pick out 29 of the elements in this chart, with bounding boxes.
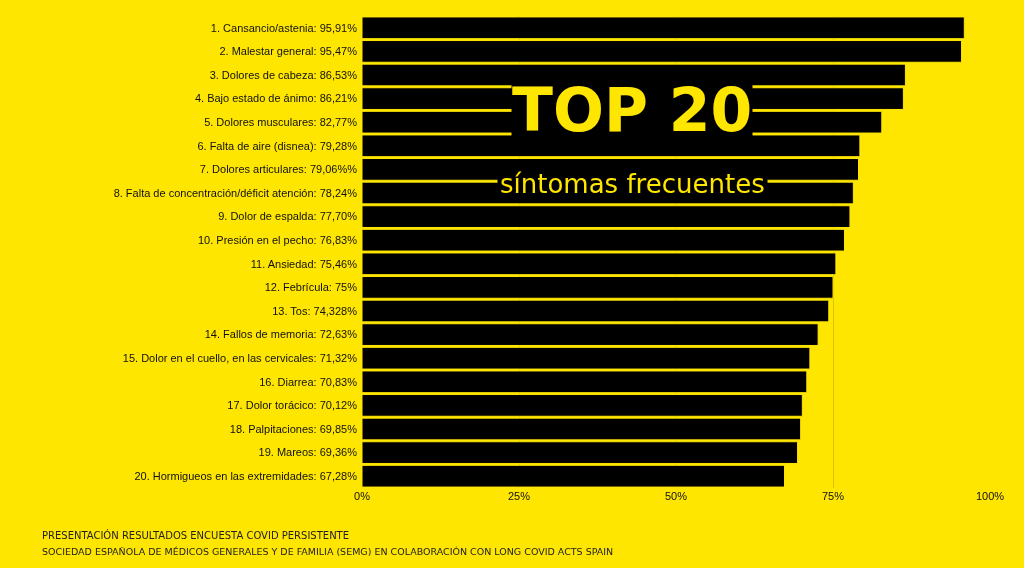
y-tick-label: 8. Falta de concentración/déficit atención: 78,24% <box>113 186 358 199</box>
y-tick-label: 9. Dolor de espalda: 77,70% <box>218 210 358 223</box>
text: SOCIEDAD ESPAÑOLA DE MÉDICOS GENERALES Y DE FAMILIA (SEMG) EN COLABORACIÓN CON LONG COVID ACTS SPAIN <box>42 546 614 557</box>
y-tick-label: 12. Febrícula: 75% <box>264 281 358 294</box>
text: TOP 20 <box>512 75 753 145</box>
y-tick-label: 14. Fallos de memoria: 72,63% <box>204 328 358 341</box>
y-tick-label: 17. Dolor torácico: 70,12% <box>227 399 358 412</box>
y-tick-label: 18. Palpitaciones: 69,85% <box>229 422 358 435</box>
text: síntomas frecuentes <box>500 169 765 199</box>
text: PRESENTACIÓN RESULTADOS ENCUESTA COVID PERSISTENTE <box>42 529 350 541</box>
x-tick-label: 100% <box>975 490 1005 502</box>
y-tick-label: 15. Dolor en el cuello, en las cervicales: 71,32% <box>122 352 358 365</box>
y-tick-label: 20. Hormigueos en las extremidades: 67,28% <box>134 470 358 483</box>
x-tick-label: 0% <box>354 490 371 502</box>
y-tick-label: 16. Diarrea: 70,83% <box>259 375 358 388</box>
y-tick-label: 10. Presión en el pecho: 76,83% <box>197 234 358 247</box>
y-tick-label: 19. Mareos: 69,36% <box>258 446 358 459</box>
y-tick-label: 3. Dolores de cabeza: 86,53% <box>209 68 358 81</box>
y-tick-label: 1. Cansancio/astenia: 95,91% <box>210 21 358 34</box>
y-tick-label: 6. Falta de aire (disnea): 79,28% <box>197 139 358 152</box>
y-tick-label: 4. Bajo estado de ánimo: 86,21% <box>194 92 358 105</box>
y-tick-label: 11. Ansiedad: 75,46% <box>250 257 358 270</box>
x-tick-label: 75% <box>821 490 845 502</box>
x-tick-label: 50% <box>664 490 688 502</box>
y-tick-label: 7. Dolores articulares: 79,06%% <box>199 163 358 176</box>
y-tick-label: 13. Tos: 74,328% <box>272 304 358 317</box>
y-tick-label: 5. Dolores musculares: 82,77% <box>204 116 358 129</box>
y-tick-label: 2. Malestar general: 95,47% <box>219 45 358 58</box>
x-tick-label: 25% <box>507 490 531 502</box>
